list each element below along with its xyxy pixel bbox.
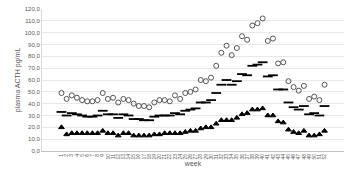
svg-text:24: 24 bbox=[177, 154, 183, 160]
svg-text:7: 7 bbox=[89, 154, 95, 157]
svg-text:10,0: 10,0 bbox=[28, 136, 40, 142]
svg-text:51: 51 bbox=[316, 154, 322, 160]
svg-text:4: 4 bbox=[74, 154, 80, 157]
svg-text:9: 9 bbox=[99, 154, 105, 157]
svg-text:20: 20 bbox=[156, 154, 162, 160]
svg-text:3: 3 bbox=[68, 154, 74, 157]
svg-text:46: 46 bbox=[290, 154, 296, 160]
svg-text:27: 27 bbox=[192, 154, 198, 160]
svg-text:100,0: 100,0 bbox=[25, 30, 41, 36]
svg-text:6: 6 bbox=[84, 154, 90, 157]
svg-text:29: 29 bbox=[203, 154, 209, 160]
svg-text:5: 5 bbox=[79, 154, 85, 157]
svg-text:15: 15 bbox=[130, 154, 136, 160]
svg-text:22: 22 bbox=[166, 154, 172, 160]
svg-text:50: 50 bbox=[311, 154, 317, 160]
svg-text:31: 31 bbox=[213, 154, 219, 160]
svg-text:110,0: 110,0 bbox=[25, 18, 40, 24]
svg-text:60,0: 60,0 bbox=[28, 77, 40, 83]
svg-text:23: 23 bbox=[172, 154, 178, 160]
svg-text:42: 42 bbox=[270, 154, 276, 160]
svg-text:2: 2 bbox=[63, 154, 69, 157]
svg-text:8: 8 bbox=[94, 154, 100, 157]
svg-text:33: 33 bbox=[223, 154, 229, 160]
svg-text:30,0: 30,0 bbox=[28, 113, 40, 119]
svg-text:17: 17 bbox=[141, 154, 147, 160]
svg-text:21: 21 bbox=[161, 154, 167, 160]
svg-text:41: 41 bbox=[264, 154, 270, 160]
svg-text:47: 47 bbox=[295, 154, 301, 160]
svg-text:11: 11 bbox=[110, 154, 116, 159]
svg-text:20,0: 20,0 bbox=[28, 124, 40, 130]
svg-text:40,0: 40,0 bbox=[28, 101, 40, 107]
svg-text:1: 1 bbox=[58, 154, 64, 157]
svg-text:36: 36 bbox=[239, 154, 245, 160]
svg-text:40: 40 bbox=[259, 154, 265, 160]
svg-text:50,0: 50,0 bbox=[28, 89, 40, 95]
svg-text:19: 19 bbox=[151, 154, 157, 160]
svg-text:13: 13 bbox=[120, 154, 126, 160]
svg-text:28: 28 bbox=[197, 154, 203, 160]
svg-text:48: 48 bbox=[301, 154, 307, 160]
svg-text:0,0: 0,0 bbox=[31, 148, 40, 154]
svg-text:14: 14 bbox=[125, 154, 131, 160]
svg-text:39: 39 bbox=[254, 154, 260, 160]
svg-text:30: 30 bbox=[208, 154, 214, 160]
svg-text:80,0: 80,0 bbox=[28, 53, 40, 59]
svg-text:26: 26 bbox=[187, 154, 193, 160]
svg-text:45: 45 bbox=[285, 154, 291, 160]
svg-text:34: 34 bbox=[228, 154, 234, 160]
svg-text:25: 25 bbox=[182, 154, 188, 160]
svg-text:12: 12 bbox=[115, 154, 121, 160]
svg-text:32: 32 bbox=[218, 154, 224, 160]
svg-text:35: 35 bbox=[233, 154, 239, 160]
svg-text:70,0: 70,0 bbox=[28, 65, 40, 71]
svg-text:90,0: 90,0 bbox=[28, 42, 40, 48]
svg-text:38: 38 bbox=[249, 154, 255, 160]
svg-text:18: 18 bbox=[146, 154, 152, 160]
svg-text:week: week bbox=[184, 160, 202, 167]
svg-text:plasma ACTH pg/mL: plasma ACTH pg/mL bbox=[14, 48, 22, 113]
svg-text:37: 37 bbox=[244, 154, 250, 160]
svg-text:120,0: 120,0 bbox=[25, 6, 41, 12]
svg-text:10: 10 bbox=[105, 154, 111, 160]
svg-text:16: 16 bbox=[135, 154, 141, 160]
svg-text:52: 52 bbox=[321, 154, 327, 160]
svg-text:43: 43 bbox=[275, 154, 281, 160]
svg-text:49: 49 bbox=[306, 154, 312, 160]
svg-text:44: 44 bbox=[280, 154, 286, 160]
